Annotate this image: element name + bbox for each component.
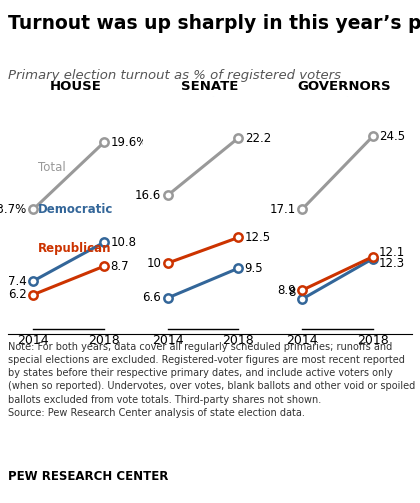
Text: Note: For both years, data cover all regularly scheduled primaries; runoffs and
: Note: For both years, data cover all reg…	[8, 342, 416, 418]
Text: Turnout was up sharply in this year’s primaries: Turnout was up sharply in this year’s pr…	[8, 15, 420, 33]
Text: 9.5: 9.5	[245, 262, 263, 275]
Text: 16.6: 16.6	[135, 189, 161, 202]
Text: 12.1: 12.1	[379, 246, 405, 259]
Text: Primary election turnout as % of registered voters: Primary election turnout as % of registe…	[8, 69, 341, 82]
Text: 12.3: 12.3	[379, 257, 405, 270]
Text: 10.8: 10.8	[110, 236, 136, 249]
Text: Democratic: Democratic	[38, 203, 113, 216]
Text: 12.5: 12.5	[245, 231, 271, 244]
Text: 8.9: 8.9	[277, 284, 296, 297]
Text: 6.2: 6.2	[8, 288, 27, 301]
Title: HOUSE: HOUSE	[50, 80, 102, 93]
Text: Total: Total	[38, 161, 66, 174]
Text: 6.6: 6.6	[142, 292, 161, 304]
Text: 8.7: 8.7	[110, 260, 129, 273]
Text: 22.2: 22.2	[245, 131, 271, 144]
Text: PEW RESEARCH CENTER: PEW RESEARCH CENTER	[8, 470, 169, 483]
Text: Republican: Republican	[38, 242, 111, 256]
Title: SENATE: SENATE	[181, 80, 239, 93]
Text: 10: 10	[146, 257, 161, 270]
Text: 13.7%: 13.7%	[0, 203, 27, 216]
Text: 7.4: 7.4	[8, 275, 27, 288]
Title: GOVERNORS: GOVERNORS	[298, 80, 391, 93]
Text: 19.6%: 19.6%	[110, 136, 148, 149]
Text: 17.1: 17.1	[269, 203, 296, 216]
Text: 24.5: 24.5	[379, 130, 405, 143]
Text: 8: 8	[288, 286, 296, 299]
